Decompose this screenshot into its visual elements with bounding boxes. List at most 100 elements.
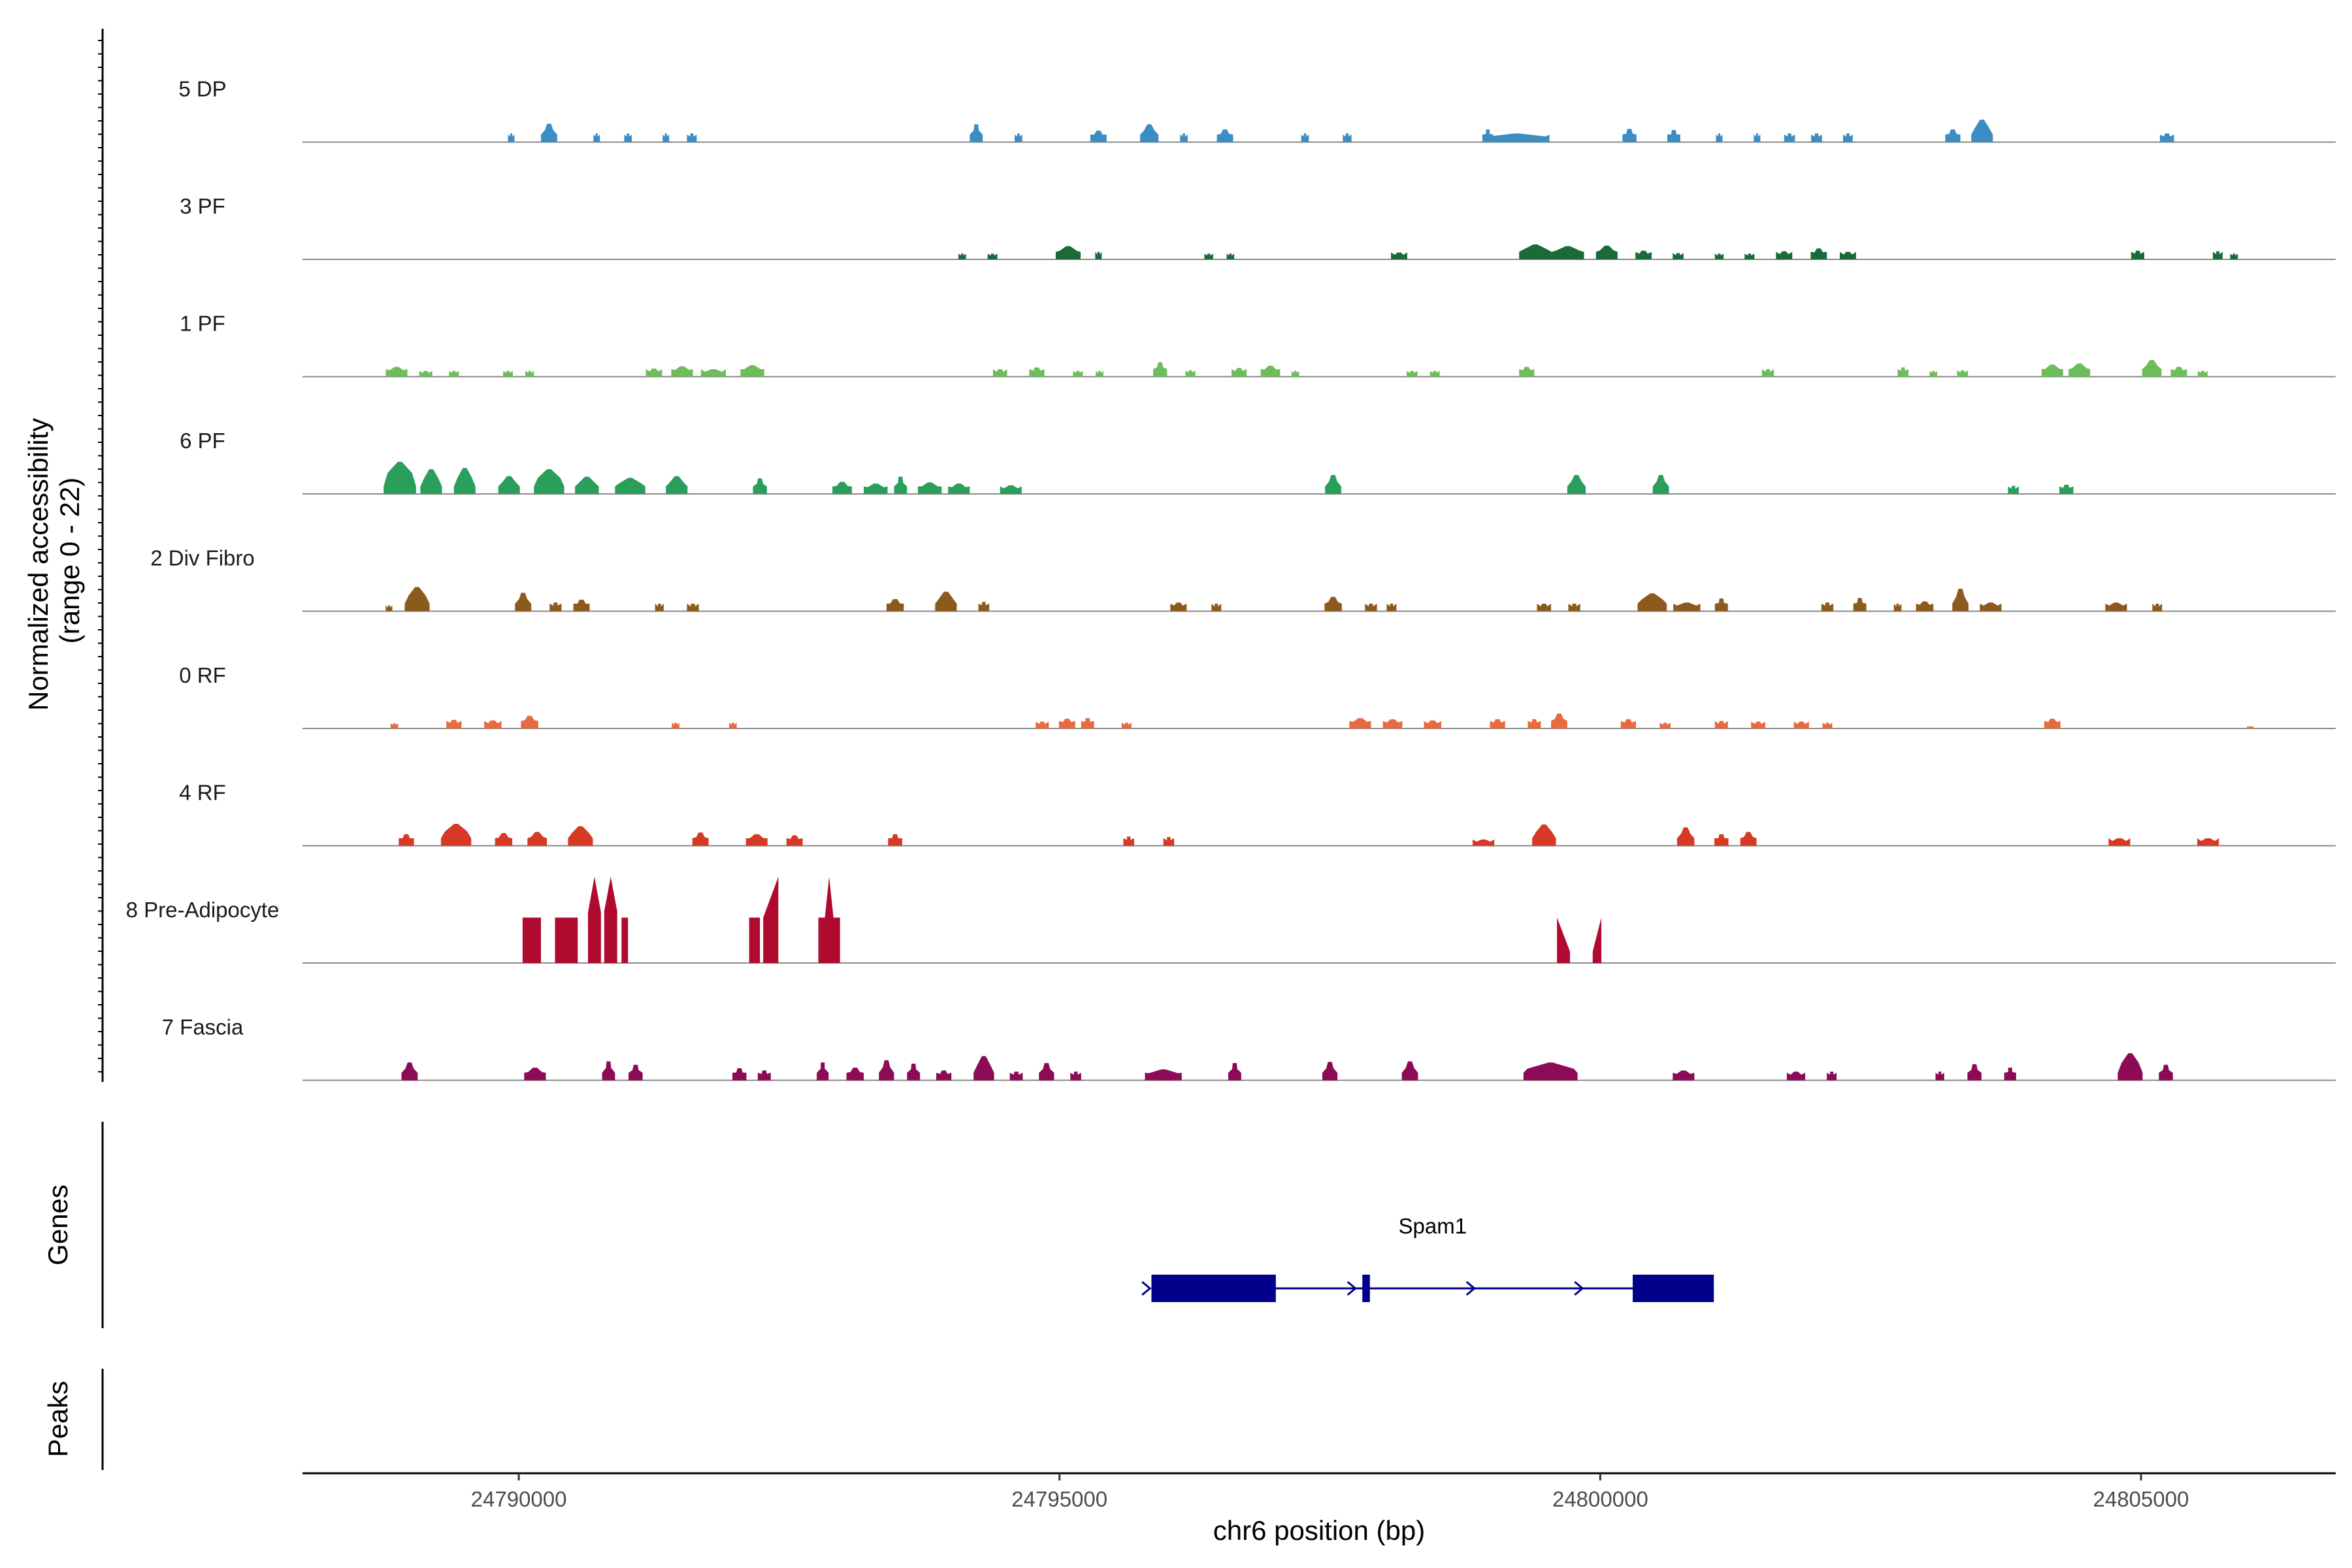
coverage-peak [2108, 838, 2131, 846]
coverage-peak [401, 1062, 418, 1081]
coverage-peak [970, 124, 983, 142]
track-5-dp: 5 DP [178, 77, 2336, 143]
coverage-peak [2159, 1064, 2173, 1081]
coverage-peak [786, 835, 803, 846]
coverage-peak [1667, 130, 1680, 142]
coverage-peak [879, 1060, 894, 1081]
coverage-peak [629, 1064, 643, 1081]
coverage-peak [1260, 365, 1281, 377]
coverage-peak [1537, 604, 1552, 612]
coverage-peak [1967, 1064, 1982, 1081]
coverage-peak [1015, 133, 1022, 142]
coverage-peak [484, 720, 502, 728]
coverage-peak [1185, 370, 1196, 377]
coverage-peak [1811, 133, 1822, 142]
coverage-peak [1145, 1069, 1182, 1081]
coverage-peak [1123, 836, 1134, 846]
coverage-peak [978, 602, 990, 612]
coverage-peak [886, 599, 904, 612]
track-7-fascia: 7 Fascia [162, 1015, 2336, 1081]
gene-strand-arrow [1574, 1281, 1584, 1296]
coverage-peak [624, 133, 632, 142]
coverage-peak [1070, 1071, 1081, 1081]
coverage-peak [1673, 1070, 1695, 1081]
coverage-tracks: 5 DP 3 PF 1 PF 6 PF 2 Div Fibro 0 RF 4 RF 8 Pre… [126, 77, 2336, 1081]
coverage-peak [1843, 133, 1853, 142]
coverage-peak [1659, 723, 1671, 728]
coverage-peak [1810, 248, 1827, 259]
coverage-peak [527, 832, 547, 846]
coverage-peak [449, 370, 459, 377]
coverage-peak [568, 826, 593, 846]
coverage-peak [1714, 253, 1724, 259]
track-0-rf: 0 RF [179, 663, 2336, 729]
coverage-peak [888, 834, 902, 846]
coverage-peak [935, 591, 957, 612]
coverage-peak [1523, 1062, 1578, 1081]
coverage-peak [1935, 1071, 1944, 1081]
coverage-peak [453, 468, 476, 494]
coverage-peak [1893, 604, 1902, 612]
coverage-peak [1853, 598, 1867, 612]
track-label: 2 Div Fibro [150, 546, 255, 570]
coverage-peak [907, 1063, 921, 1081]
coverage-peak [1228, 1063, 1241, 1081]
coverage-peak [1980, 602, 2002, 612]
coverage-peak [992, 369, 1007, 377]
coverage-peak [593, 133, 600, 142]
coverage-peak [2117, 1053, 2143, 1081]
y-axis-title-line2: (range 0 - 22) [54, 478, 85, 644]
coverage-peak [1211, 604, 1222, 612]
coverage-peak [573, 599, 590, 612]
coverage-peak [1058, 719, 1075, 728]
coverage-peak [1163, 837, 1175, 846]
coverage-peak [666, 476, 688, 494]
coverage-peak [2044, 719, 2061, 728]
coverage-peak [1786, 1071, 1806, 1081]
coverage-peak [655, 604, 664, 612]
track-label: 4 RF [179, 781, 226, 805]
coverage-peak [1382, 719, 1403, 728]
coverage-peak [1793, 721, 1809, 728]
coverage-peak [1635, 250, 1652, 259]
coverage-peak [1180, 133, 1188, 142]
coverage-peak [1322, 1062, 1338, 1081]
x-tick-label: 24805000 [2093, 1487, 2189, 1511]
coverage-peak [1822, 723, 1833, 728]
x-tick-label: 24795000 [1011, 1487, 1107, 1511]
coverage-peak [2170, 367, 2187, 377]
track-3-pf: 3 PF [180, 194, 2336, 260]
coverage-peak [1784, 133, 1795, 142]
track-label: 5 DP [178, 77, 226, 101]
x-tick-label: 24800000 [1552, 1487, 1648, 1511]
coverage-peak [1490, 719, 1505, 728]
coverage-peak [1291, 370, 1299, 377]
coverage-peak [1473, 839, 1495, 846]
track-label: 7 Fascia [162, 1015, 244, 1039]
coverage-peak [687, 133, 697, 142]
coverage-peak [522, 917, 541, 963]
coverage-peak [588, 877, 601, 963]
gene-model: Spam1 [1141, 1214, 1714, 1302]
coverage-peak [604, 877, 617, 963]
coverage-peak [1751, 721, 1765, 728]
coverage-peak [1557, 917, 1571, 963]
coverage-peak [671, 366, 693, 377]
coverage-peak [540, 123, 557, 142]
coverage-peak [1916, 601, 1934, 612]
gene-name-label: Spam1 [1399, 1214, 1467, 1238]
coverage-peak [2004, 1068, 2016, 1081]
coverage-peak [817, 1062, 829, 1081]
coverage-peak [498, 476, 520, 494]
coverage-peak [1055, 246, 1081, 259]
coverage-peak [1204, 253, 1213, 259]
coverage-peak [958, 253, 966, 259]
coverage-peak [621, 917, 629, 963]
coverage-peak [1673, 602, 1701, 612]
coverage-peak [1325, 474, 1341, 494]
coverage-peak [1551, 713, 1567, 728]
coverage-peak [2230, 253, 2238, 259]
coverage-peak [692, 832, 709, 846]
coverage-peak [1140, 124, 1159, 142]
coverage-peak [2197, 838, 2219, 846]
